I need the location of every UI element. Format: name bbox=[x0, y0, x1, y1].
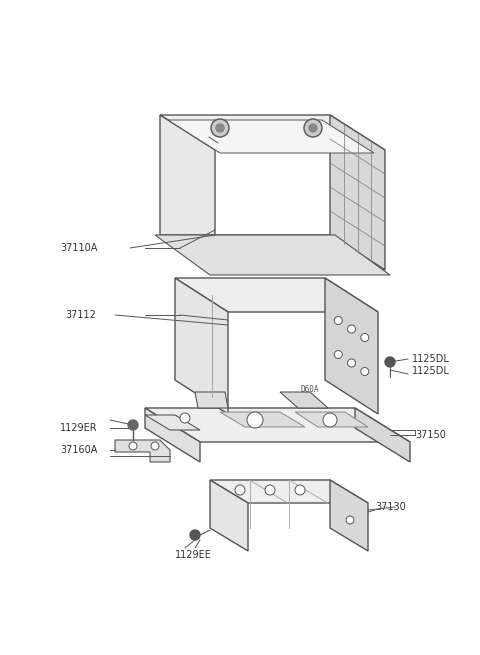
Circle shape bbox=[348, 325, 356, 333]
Polygon shape bbox=[330, 115, 385, 270]
Polygon shape bbox=[175, 278, 378, 312]
Circle shape bbox=[361, 333, 369, 341]
Circle shape bbox=[295, 485, 305, 495]
Circle shape bbox=[211, 119, 229, 137]
Circle shape bbox=[334, 350, 342, 358]
Circle shape bbox=[323, 413, 337, 427]
Text: 1125DL: 1125DL bbox=[412, 366, 450, 376]
Text: 1125DL: 1125DL bbox=[412, 354, 450, 364]
Circle shape bbox=[348, 359, 356, 367]
Polygon shape bbox=[210, 480, 248, 551]
Polygon shape bbox=[160, 235, 385, 270]
Text: 1129EE: 1129EE bbox=[175, 550, 212, 560]
Polygon shape bbox=[325, 278, 378, 414]
Circle shape bbox=[309, 124, 317, 132]
Polygon shape bbox=[355, 408, 410, 462]
Circle shape bbox=[235, 485, 245, 495]
Polygon shape bbox=[220, 412, 305, 427]
Polygon shape bbox=[115, 440, 170, 462]
Circle shape bbox=[216, 124, 224, 132]
Polygon shape bbox=[168, 120, 374, 153]
Text: 37112: 37112 bbox=[65, 310, 96, 320]
Text: 1129ER: 1129ER bbox=[60, 423, 97, 433]
Polygon shape bbox=[295, 412, 368, 427]
Polygon shape bbox=[155, 235, 390, 275]
Circle shape bbox=[346, 516, 354, 524]
Text: 37110A: 37110A bbox=[60, 243, 97, 253]
Circle shape bbox=[180, 413, 190, 423]
Polygon shape bbox=[175, 278, 228, 414]
Text: 37160A: 37160A bbox=[60, 445, 97, 455]
Polygon shape bbox=[145, 415, 200, 430]
Polygon shape bbox=[145, 408, 410, 442]
Circle shape bbox=[128, 420, 138, 430]
Circle shape bbox=[247, 412, 263, 428]
Circle shape bbox=[304, 119, 322, 137]
Polygon shape bbox=[160, 115, 385, 150]
Polygon shape bbox=[330, 480, 368, 551]
Circle shape bbox=[334, 316, 342, 324]
Text: D60A: D60A bbox=[301, 386, 319, 394]
Circle shape bbox=[385, 357, 395, 367]
Circle shape bbox=[151, 442, 159, 450]
Polygon shape bbox=[210, 480, 368, 503]
Polygon shape bbox=[160, 115, 215, 270]
Polygon shape bbox=[280, 392, 328, 408]
Polygon shape bbox=[145, 408, 200, 462]
Text: 37130: 37130 bbox=[375, 502, 406, 512]
Polygon shape bbox=[195, 392, 228, 408]
Text: 37150: 37150 bbox=[415, 430, 446, 440]
Circle shape bbox=[361, 367, 369, 375]
Circle shape bbox=[129, 442, 137, 450]
Circle shape bbox=[190, 530, 200, 540]
Circle shape bbox=[265, 485, 275, 495]
